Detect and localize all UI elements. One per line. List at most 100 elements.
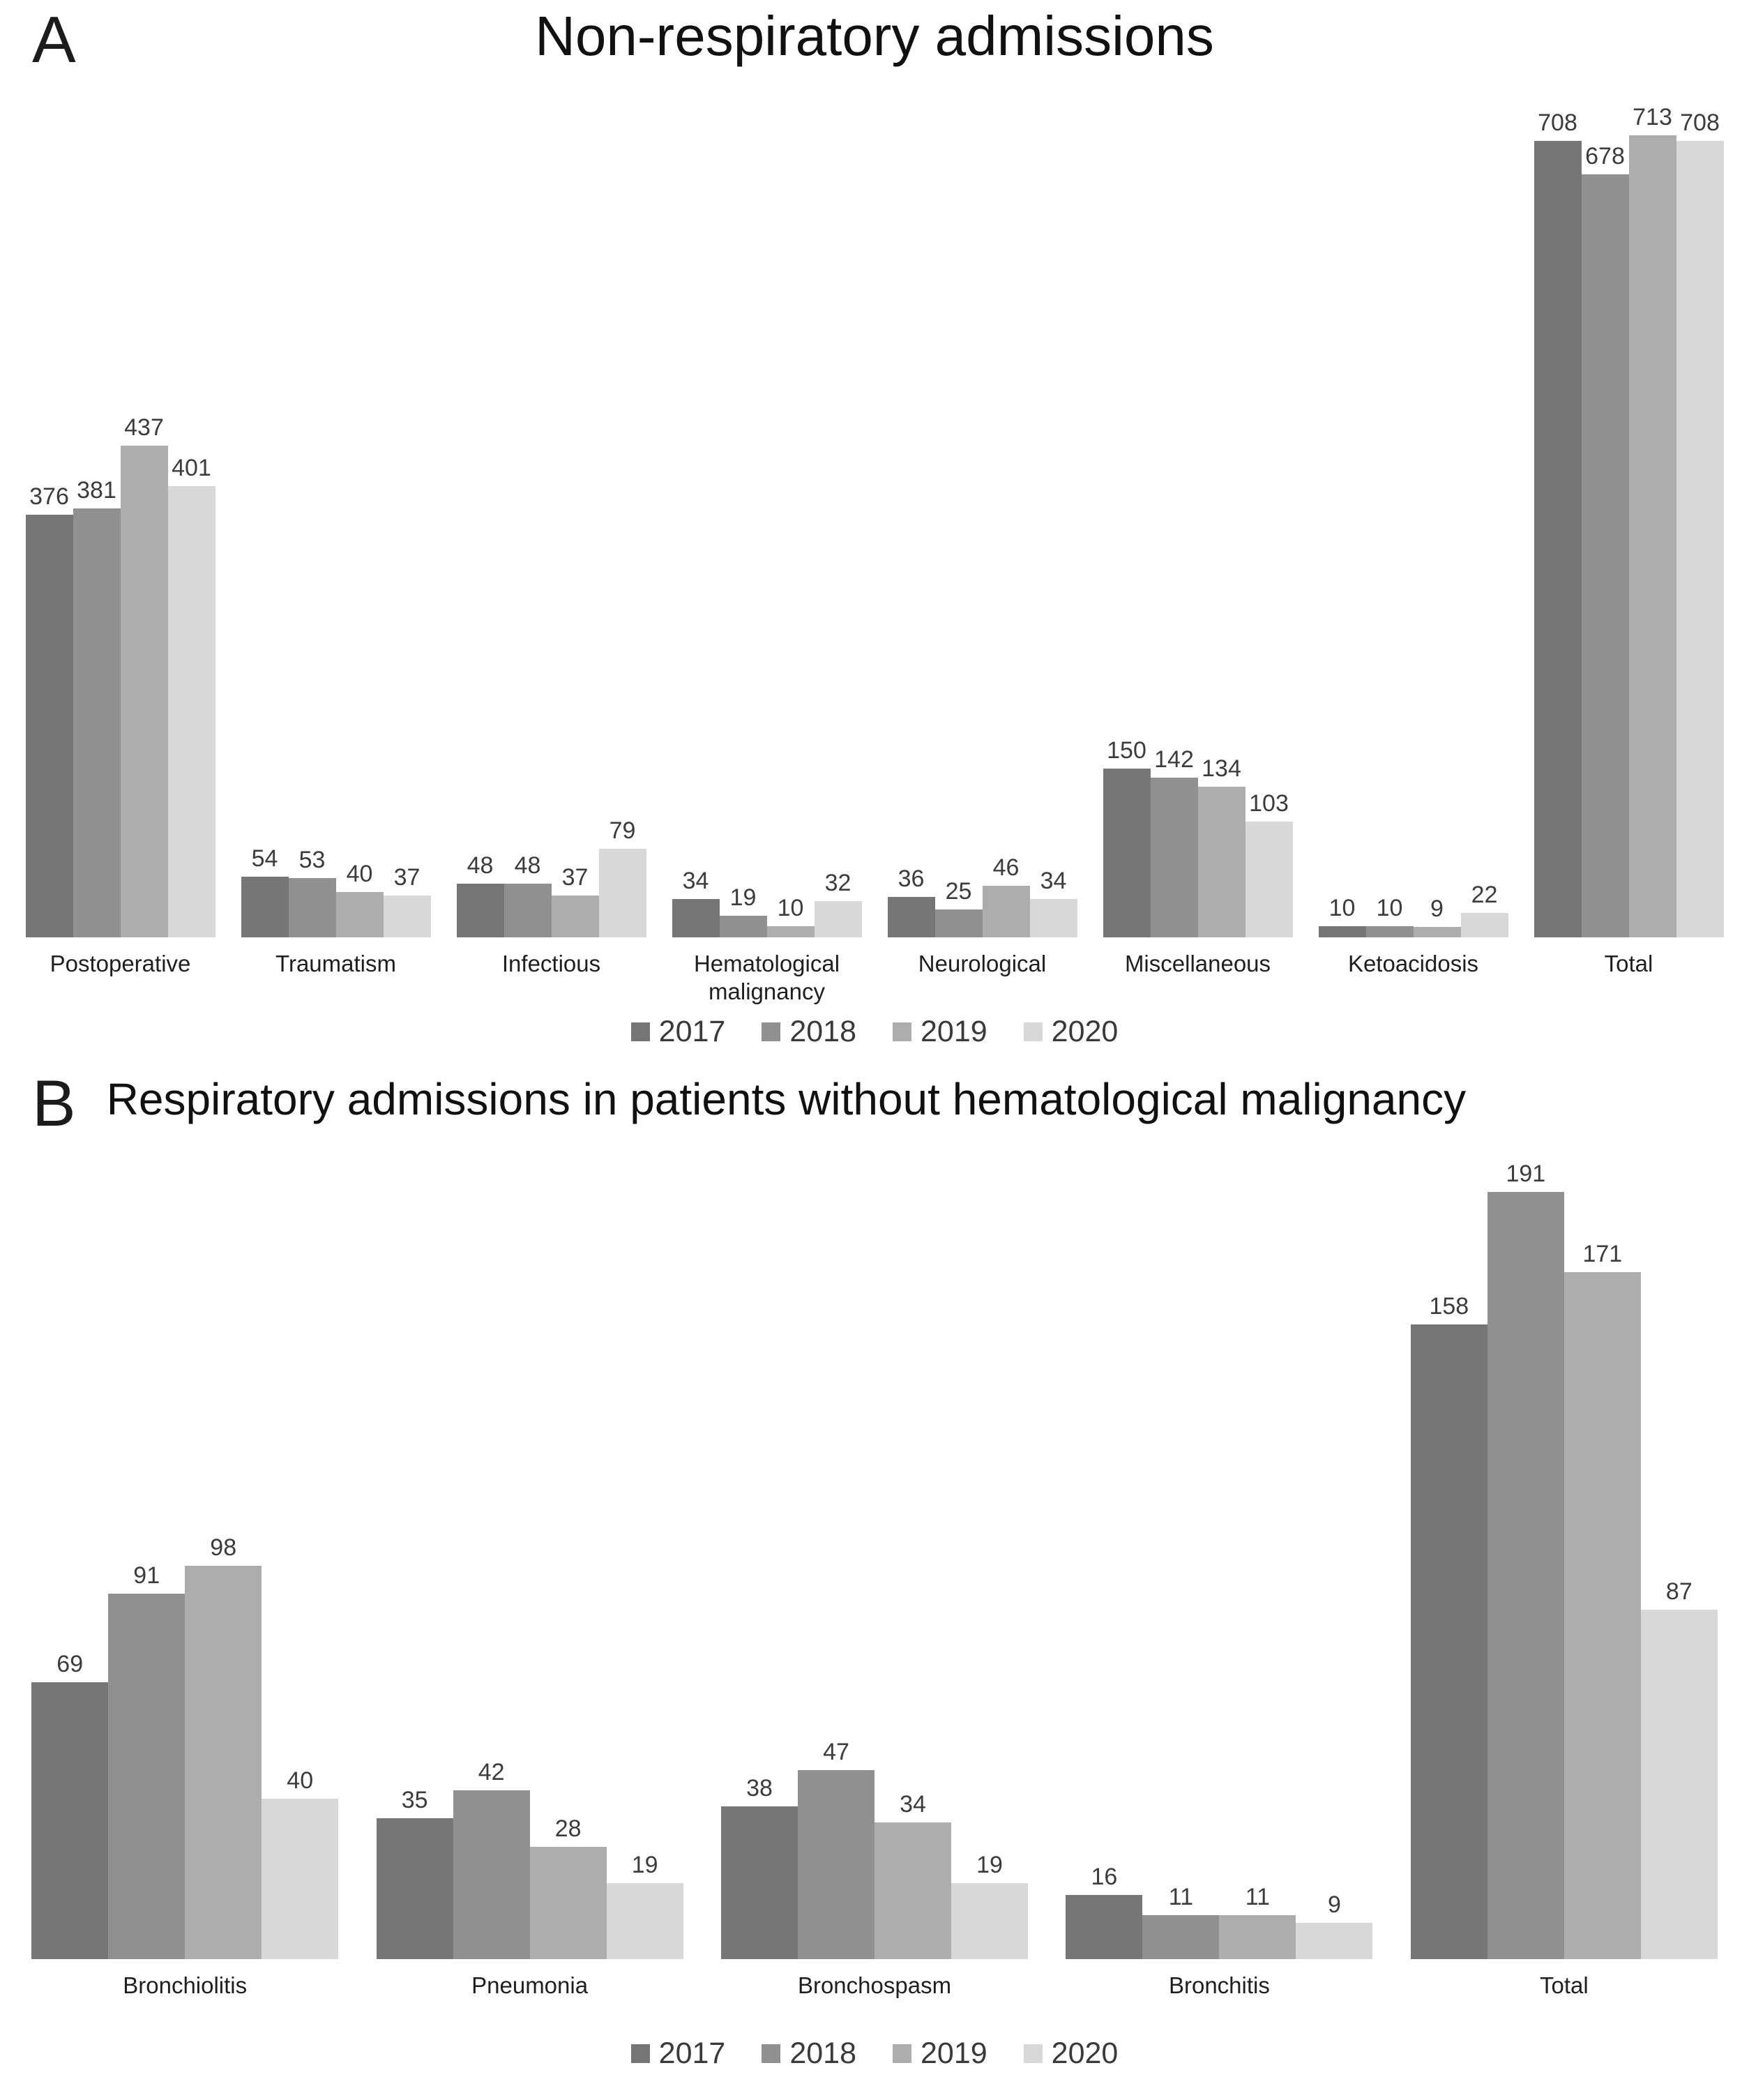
legend-label: 2017 <box>658 1015 726 1048</box>
bar-group: 34 19 10 32 Hematological malignancy <box>659 135 874 1015</box>
panel-a-title: Non-respiratory admissions <box>535 5 1214 67</box>
bar-cluster: 16 11 11 9 <box>1047 1192 1391 1959</box>
bar <box>241 877 289 937</box>
bar-value-label: 19 <box>976 1852 1003 1878</box>
legend-swatch <box>1023 2044 1043 2063</box>
bar-column: 40 <box>335 862 384 937</box>
bar-cluster: 36 25 46 34 <box>874 135 1090 937</box>
bar-value-label: 19 <box>729 884 757 911</box>
chart-a-plot-area: 376 381 437 401 Postoperative 54 53 40 37 Traumat… <box>13 105 1736 1015</box>
bar-column: 401 <box>167 456 215 937</box>
bar-column: 713 <box>1628 105 1676 937</box>
bar-value-label: 10 <box>777 895 804 921</box>
bar-column: 134 <box>1197 757 1246 937</box>
bar <box>598 849 646 937</box>
bar-value-label: 158 <box>1429 1293 1469 1320</box>
legend-item: 2019 <box>893 1017 987 1047</box>
bar <box>453 1790 530 1959</box>
bar-column: 150 <box>1103 739 1151 937</box>
bar-column: 36 <box>887 866 935 937</box>
bar <box>1066 1895 1143 1959</box>
bar-column: 34 <box>672 869 720 937</box>
bar-column: 32 <box>814 870 862 937</box>
category-label: Postoperative <box>50 951 191 976</box>
bar-column: 38 <box>721 1776 798 1959</box>
bar <box>456 884 504 937</box>
bar <box>982 886 1030 937</box>
bar-column: 158 <box>1410 1293 1487 1959</box>
bar-value-label: 34 <box>682 868 709 894</box>
panel-b: B Respiratory admissions in patients wit… <box>13 1071 1736 2069</box>
category-label: Miscellaneous <box>1124 951 1271 976</box>
bar <box>1029 899 1077 937</box>
bar <box>719 916 767 937</box>
bar-column: 9 <box>1413 897 1461 937</box>
bar-value-label: 171 <box>1582 1241 1623 1267</box>
bar <box>672 899 720 937</box>
bar-value-label: 48 <box>467 852 494 879</box>
bar-cluster: 158 191 171 87 <box>1392 1162 1736 1959</box>
bar <box>73 508 121 937</box>
bar-value-label: 87 <box>1665 1578 1693 1605</box>
bar-value-label: 10 <box>1328 895 1356 921</box>
category-label: Bronchiolitis <box>123 1972 248 1998</box>
bar-value-label: 34 <box>900 1791 926 1818</box>
bar <box>1487 1192 1564 1959</box>
bar-value-label: 37 <box>393 864 421 891</box>
bar-column: 708 <box>1534 111 1582 937</box>
bar-column: 34 <box>1029 869 1077 937</box>
legend-item: 2019 <box>893 2039 987 2069</box>
bar <box>1534 141 1582 937</box>
bar-column: 376 <box>25 485 73 937</box>
bar <box>874 1822 952 1959</box>
bar-cluster: 376 381 437 401 <box>13 135 228 937</box>
bar-column: 381 <box>73 478 121 937</box>
bar-value-label: 9 <box>1327 1891 1341 1918</box>
bar-column: 9 <box>1296 1891 1373 1959</box>
category-label: Neurological <box>918 951 1047 976</box>
bar <box>1103 769 1151 937</box>
bar-group: 38 47 34 19 Bronchospasm <box>702 1192 1047 2037</box>
bar-group: 69 91 98 40 Bronchiolitis <box>13 1192 357 2037</box>
bar <box>1318 926 1366 937</box>
bar-cluster: 69 91 98 40 <box>13 1192 357 1959</box>
bar <box>1563 1272 1641 1959</box>
bar-cluster: 48 48 37 79 <box>444 135 659 937</box>
bar-value-label: 708 <box>1538 109 1577 136</box>
bar <box>1296 1923 1373 1959</box>
panel-b-title: Respiratory admissions in patients witho… <box>106 1074 1467 1124</box>
bar <box>108 1594 186 1959</box>
bar-cluster: 38 47 34 19 <box>702 1192 1047 1959</box>
bar <box>1410 1324 1487 1959</box>
bar <box>167 486 215 937</box>
bar-column: 171 <box>1563 1241 1641 1959</box>
bar-column: 10 <box>1318 895 1366 937</box>
legend-item: 2018 <box>762 1017 856 1047</box>
bar-group: 376 381 437 401 Postoperative <box>13 135 228 1015</box>
bar <box>120 446 168 937</box>
bar <box>1460 913 1508 937</box>
bar <box>1197 787 1246 937</box>
legend-label: 2020 <box>1051 1015 1119 1048</box>
category-label: Traumatism <box>275 951 396 976</box>
bar <box>814 901 862 937</box>
bar <box>288 878 336 937</box>
bar <box>1142 1915 1220 1959</box>
bar-value-label: 36 <box>898 866 925 892</box>
bar-group: 36 25 46 34 Neurological <box>874 135 1090 1015</box>
bar-column: 22 <box>1460 883 1508 937</box>
bar-column: 16 <box>1066 1865 1143 1959</box>
bar-value-label: 32 <box>824 870 851 896</box>
bar-value-label: 40 <box>287 1767 314 1794</box>
legend-swatch <box>630 1022 650 1041</box>
chart-b-legend: 2017 2018 2019 2020 <box>13 2039 1736 2069</box>
bar-cluster: 34 19 10 32 <box>659 135 874 937</box>
bar <box>25 515 73 937</box>
bar-value-label: 48 <box>514 852 541 879</box>
bar-value-label: 28 <box>554 1815 582 1842</box>
bar <box>798 1770 875 1959</box>
bar-value-label: 191 <box>1506 1161 1546 1187</box>
bar <box>383 896 431 937</box>
bar-value-label: 54 <box>251 845 278 872</box>
